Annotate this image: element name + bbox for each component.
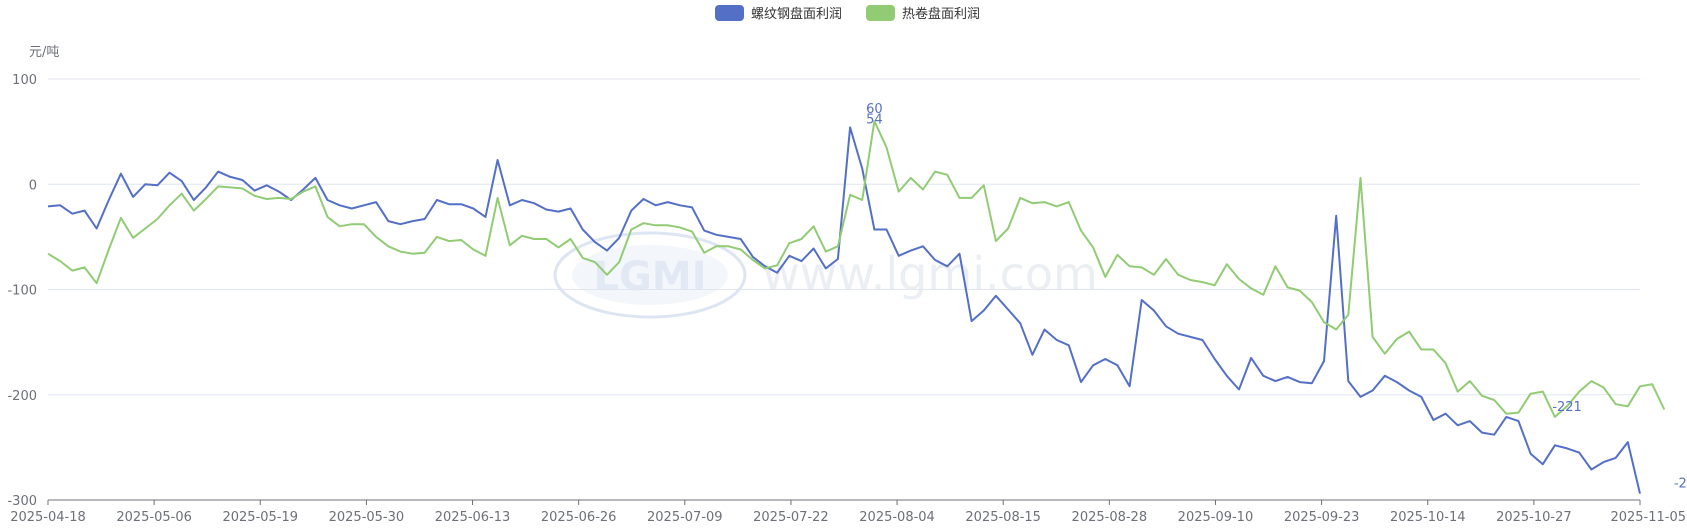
y-tick-label: -100 (7, 284, 37, 299)
y-tick-label: 100 (12, 73, 37, 88)
x-tick-label: 2025-09-10 (1178, 510, 1254, 525)
x-tick-label: 2025-06-13 (435, 510, 511, 525)
series-lines (47, 120, 1666, 494)
x-tick-label: 2025-10-14 (1390, 510, 1466, 525)
legend-label-hot-coil[interactable]: 热卷盘面利润 (902, 6, 980, 22)
x-axis: 2025-04-18 2025-05-06 2025-05-19 2025-05-30… (10, 499, 1686, 525)
y-axis-unit-label: 元/吨 (29, 45, 59, 60)
x-tick-label: 2025-08-15 (965, 510, 1041, 525)
x-tick-label: 2025-05-30 (329, 510, 405, 525)
x-tick-label: 2025-10-27 (1496, 510, 1572, 525)
x-tick-label: 2025-07-22 (753, 510, 829, 525)
x-tick-label: 2025-05-06 (116, 510, 192, 525)
y-tick-label: 0 (29, 178, 37, 193)
annotation-label: 60 (866, 102, 883, 117)
y-tick-label: -200 (7, 389, 37, 404)
legend-swatch-hot-coil[interactable] (866, 5, 895, 21)
x-tick-label: 2025-09-23 (1284, 510, 1360, 525)
series-line-rebar[interactable] (47, 126, 1641, 494)
y-axis-ticks: -300 -200 -100 0 100 (7, 73, 37, 509)
x-tick-label: 2025-11-05 (1610, 510, 1686, 525)
annotation-label: 54 (866, 112, 883, 127)
annotations: 54 -294 60 -221 (866, 102, 1687, 492)
x-tick-label: 2025-05-19 (222, 510, 298, 525)
x-tick-label: 2025-06-26 (541, 510, 617, 525)
series-line-hot-coil[interactable] (47, 120, 1666, 418)
annotation-label: -294 (1674, 477, 1687, 492)
grid-lines (48, 78, 1640, 501)
watermark-logo-text: LGMI (593, 254, 706, 300)
y-tick-label: -300 (7, 494, 37, 509)
x-tick-label: 2025-07-09 (647, 510, 723, 525)
legend-label-rebar[interactable]: 螺纹钢盘面利润 (751, 6, 842, 22)
x-tick-label: 2025-08-04 (859, 510, 935, 525)
watermark-logo: LGMI www.lgmi.com (553, 231, 1098, 319)
legend-swatch-rebar[interactable] (715, 5, 744, 21)
chart-legend: 螺纹钢盘面利润 热卷盘面利润 (715, 5, 980, 22)
annotation-label: -221 (1552, 400, 1582, 415)
x-tick-label: 2025-08-28 (1072, 510, 1148, 525)
x-tick-label: 2025-04-18 (10, 510, 86, 525)
